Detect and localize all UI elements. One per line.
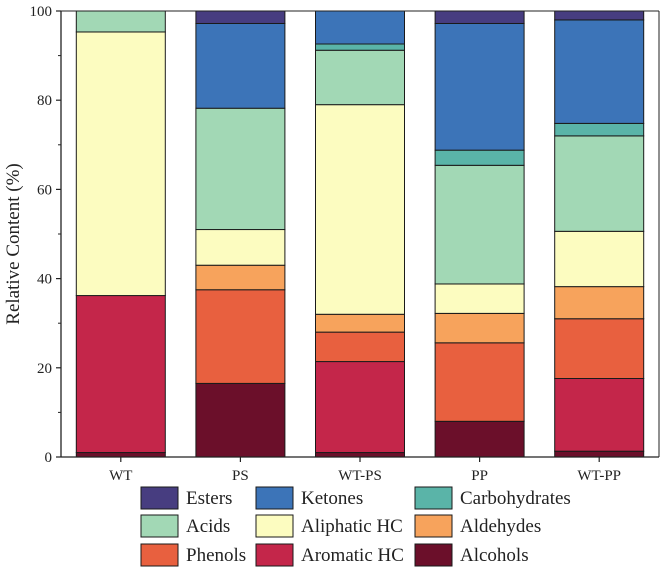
y-tick-label-0: 0	[45, 450, 53, 466]
y-axis-title: Relative Content (%)	[3, 163, 24, 324]
legend-item-esters: Esters	[140, 486, 232, 510]
bar-segment-wt-pp-acids	[554, 135, 645, 232]
axes-group: 0 20 40 60 80 100 WT PS WT-PS PP WT-PP Relative Con…	[3, 4, 660, 484]
bar-segment-pp-esters	[434, 10, 525, 24]
bar-segment-wt-aromatic-hc	[75, 295, 166, 454]
bar-segment-ps-acids	[195, 107, 286, 231]
legend-swatch-ketones	[255, 486, 294, 510]
legend-item-aromatic-hc: Aromatic HC	[255, 543, 404, 567]
legend-swatch-carbohydrates	[414, 486, 453, 510]
bar-segment-pp-carbohydrates	[434, 149, 525, 166]
y-tick-label-80: 80	[37, 93, 52, 109]
bar-segment-pp-aldehydes	[434, 312, 525, 344]
bar-segment-wt-ps-aldehydes	[315, 313, 405, 333]
x-tick-label-wt-ps: WT-PS	[338, 468, 382, 484]
bar-segment-wt-acids	[75, 10, 166, 33]
legend-item-alcohols: Alcohols	[414, 543, 529, 567]
y-tick-label-40: 40	[37, 272, 52, 288]
legend-label-acids: Acids	[186, 516, 230, 537]
legend-label-carbohydrates: Carbohydrates	[460, 488, 571, 509]
legend-label-alcohols: Alcohols	[460, 545, 529, 566]
legend-label-ketones: Ketones	[301, 488, 363, 509]
bar-segment-wt-ps-carbohydrates	[315, 43, 405, 51]
bar-segment-wt-ps-alcohols	[315, 452, 405, 458]
legend-swatch-aliphatic-hc	[255, 514, 294, 538]
bar-segment-pp-acids	[434, 164, 525, 285]
bars-group	[75, 10, 645, 458]
bar-segment-wt-alcohols	[75, 452, 166, 458]
bar-segment-ps-esters	[195, 10, 286, 24]
bar-segment-wt-ps-acids	[315, 49, 405, 106]
bar-segment-wt-ps-phenols	[315, 331, 405, 363]
bar-segment-ps-ketones	[195, 22, 286, 109]
bar-segment-wt-aliphatic-hc	[75, 31, 166, 297]
legend-label-aromatic-hc: Aromatic HC	[301, 545, 404, 566]
legend-swatch-acids	[140, 514, 179, 538]
legend-swatch-aldehydes	[414, 514, 453, 538]
bar-segment-wt-pp-esters	[554, 10, 645, 21]
legend-swatch-aromatic-hc	[255, 543, 294, 567]
legend-item-carbohydrates: Carbohydrates	[414, 486, 571, 510]
y-tick-label-100: 100	[30, 4, 53, 20]
legend-label-aliphatic-hc: Aliphatic HC	[301, 516, 403, 537]
bar-segment-wt-pp-alcohols	[554, 450, 645, 458]
y-tick-label-60: 60	[37, 182, 52, 198]
legend-item-aliphatic-hc: Aliphatic HC	[255, 514, 403, 538]
bar-segment-ps-alcohols	[195, 382, 286, 458]
legend-item-acids: Acids	[140, 514, 230, 538]
bar-segment-wt-pp-phenols	[554, 318, 645, 379]
legend-item-phenols: Phenols	[140, 543, 246, 567]
legend-swatch-alcohols	[414, 543, 453, 567]
legend: Esters Ketones Carbohydrates Acids Aliphatic…	[140, 486, 571, 567]
legend-swatch-esters	[140, 486, 179, 510]
x-tick-label-pp: PP	[471, 468, 488, 484]
x-tick-label-wt: WT	[109, 468, 132, 484]
bar-segment-ps-aldehydes	[195, 264, 286, 291]
legend-item-aldehydes: Aldehydes	[414, 514, 541, 538]
bar-segment-ps-aliphatic-hc	[195, 229, 286, 266]
bar-segment-pp-ketones	[434, 22, 525, 151]
x-tick-label-wt-pp: WT-PP	[577, 468, 621, 484]
x-tick-label-ps: PS	[232, 468, 249, 484]
bar-segment-wt-ps-aliphatic-hc	[315, 104, 405, 315]
bar-segment-wt-pp-aliphatic-hc	[554, 230, 645, 288]
legend-label-phenols: Phenols	[186, 545, 246, 566]
bar-segment-wt-pp-aromatic-hc	[554, 378, 645, 452]
bar-segment-pp-phenols	[434, 342, 525, 422]
y-tick-label-20: 20	[37, 361, 52, 377]
bar-segment-wt-ps-ketones	[315, 10, 405, 45]
legend-swatch-phenols	[140, 543, 179, 567]
bar-segment-wt-pp-ketones	[554, 19, 645, 124]
legend-item-ketones: Ketones	[255, 486, 363, 510]
legend-label-esters: Esters	[186, 488, 232, 509]
legend-label-aldehydes: Aldehydes	[460, 516, 541, 537]
bar-segment-wt-pp-carbohydrates	[554, 122, 645, 137]
bar-segment-wt-pp-aldehydes	[554, 286, 645, 320]
bar-segment-pp-alcohols	[434, 420, 525, 458]
bar-segment-pp-aliphatic-hc	[434, 283, 525, 314]
bar-segment-wt-ps-aromatic-hc	[315, 361, 405, 454]
bar-segment-ps-phenols	[195, 289, 286, 384]
